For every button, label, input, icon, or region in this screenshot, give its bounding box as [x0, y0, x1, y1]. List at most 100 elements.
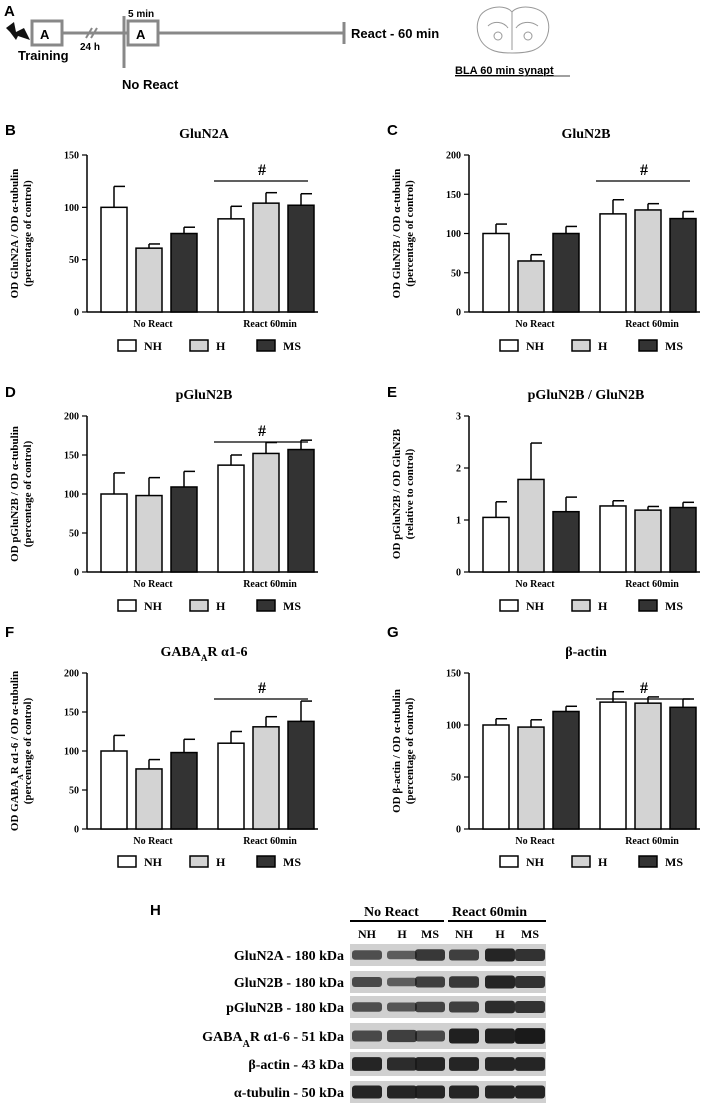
legend-label-ms: MS	[283, 339, 301, 353]
legend-swatch-h	[571, 339, 591, 352]
legend-swatch-h	[571, 855, 591, 868]
bar-nh-no-react	[100, 206, 128, 313]
y-tick-label: 200	[64, 412, 79, 423]
panel-letter-c: C	[387, 122, 398, 139]
bar-nh-react	[599, 213, 627, 313]
legend-swatch-nh	[117, 599, 137, 612]
blot-column-label: H	[397, 927, 407, 941]
legend-label-nh: NH	[144, 855, 163, 869]
blot-band	[352, 1085, 382, 1099]
legend-swatch-h	[189, 339, 209, 352]
panel-letter-d: D	[5, 384, 16, 401]
blot-row-label: α-tubulin - 50 kDa	[234, 1086, 344, 1101]
chart-title: pGluN2B	[176, 388, 233, 403]
blot-band	[415, 1001, 445, 1013]
blot-band	[485, 1028, 515, 1044]
blot-band	[387, 950, 417, 960]
y-tick-label: 150	[446, 190, 461, 201]
y-axis-sublabel: (percentage of control)	[404, 180, 416, 287]
legend-label-h: H	[216, 339, 226, 353]
blot-row-label: GluN2B - 180 kDa	[234, 976, 344, 991]
timeline-panel: A A 24 h Training A 5 min No React React…	[4, 3, 570, 92]
y-tick-label: 100	[64, 203, 79, 214]
x-group-label: No React	[133, 319, 173, 330]
y-axis-sublabel: (relative to control)	[404, 448, 416, 539]
y-tick-label: 50	[69, 786, 79, 797]
bar-h-react	[252, 202, 280, 313]
y-tick-label: 0	[456, 568, 461, 579]
y-tick-label: 150	[64, 151, 79, 162]
y-axis-label: OD pGluN2B / OD α-tubulin	[9, 426, 21, 562]
y-axis-label: OD pGluN2B / OD GluN2B	[391, 428, 403, 559]
bar-nh-no-react	[482, 724, 510, 830]
bar-h-react	[634, 209, 662, 313]
significance-marker: #	[258, 423, 266, 440]
y-tick-label: 0	[456, 825, 461, 836]
react-label: React - 60 min	[351, 26, 439, 41]
five-min-label: 5 min	[128, 9, 154, 20]
bar-nh-no-react	[482, 516, 510, 573]
legend-swatch-nh	[499, 599, 519, 612]
legend: NH H MS	[499, 339, 683, 353]
legend-label-h: H	[598, 855, 608, 869]
blot-band	[415, 1057, 445, 1071]
blot-band	[485, 1085, 515, 1099]
chart-title: β-actin	[565, 645, 607, 660]
blot-band	[352, 1030, 382, 1042]
blot-column-label: MS	[421, 927, 439, 941]
y-tick-label: 50	[69, 529, 79, 540]
blot-column-label: H	[495, 927, 505, 941]
blot-row: GluN2A - 180 kDa	[234, 944, 546, 966]
y-axis-sublabel: (percentage of control)	[22, 440, 34, 547]
legend-label-h: H	[598, 339, 608, 353]
blot-band	[415, 1085, 445, 1099]
bar-h-react	[252, 726, 280, 830]
bar-h-no-react	[135, 494, 163, 573]
bar-h-no-react	[135, 247, 163, 313]
blot-row-label: GluN2A - 180 kDa	[234, 949, 344, 964]
legend-swatch-ms	[256, 339, 276, 352]
legend-label-h: H	[216, 855, 226, 869]
bar-nh-no-react	[100, 493, 128, 573]
y-tick-label: 0	[74, 568, 79, 579]
blot-column-label: MS	[521, 927, 539, 941]
blot-band	[352, 950, 382, 960]
panel-letter-f: F	[5, 624, 14, 641]
bar-h-no-react	[517, 260, 545, 313]
y-tick-label: 200	[64, 669, 79, 680]
legend-swatch-nh	[117, 339, 137, 352]
blot-row-label: pGluN2B - 180 kDa	[226, 1001, 344, 1016]
bar-ms-no-react	[552, 710, 580, 830]
y-axis-label: OD GluN2B / OD α-tubulin	[391, 169, 403, 299]
bar-ms-react	[669, 217, 697, 313]
brain-caption: BLA 60 min synapt	[455, 65, 554, 77]
blot-band	[352, 1002, 382, 1012]
legend-swatch-nh	[499, 855, 519, 868]
blot-band	[387, 977, 417, 987]
blot-band	[415, 949, 445, 961]
bar-ms-no-react	[170, 486, 198, 573]
blot-band	[352, 977, 382, 987]
blot-band	[449, 1085, 479, 1099]
legend-label-h: H	[216, 599, 226, 613]
x-group-label: No React	[515, 836, 555, 847]
legend-label-ms: MS	[283, 855, 301, 869]
blot-row: α-tubulin - 50 kDa	[234, 1081, 546, 1103]
blot-row: GABAAR α1-6 - 51 kDa	[202, 1023, 546, 1050]
blot-band	[415, 1030, 445, 1042]
chart-title: GluN2B	[561, 127, 610, 142]
context-box-2-label: A	[136, 27, 146, 42]
blot-band	[485, 975, 515, 989]
legend-swatch-nh	[499, 339, 519, 352]
bar-nh-react	[217, 742, 245, 830]
x-group-label: React 60min	[243, 579, 297, 590]
y-axis-label: OD GABAAR α1-6 / OD α-tubulin	[9, 671, 25, 831]
legend-label-nh: NH	[526, 855, 545, 869]
y-axis-sublabel: (percentage of control)	[22, 180, 34, 287]
blot-row-label: β-actin - 43 kDa	[248, 1058, 344, 1073]
y-tick-label: 50	[69, 255, 79, 266]
x-group-label: React 60min	[243, 319, 297, 330]
legend-swatch-ms	[638, 339, 658, 352]
no-react-label: No React	[122, 77, 179, 92]
